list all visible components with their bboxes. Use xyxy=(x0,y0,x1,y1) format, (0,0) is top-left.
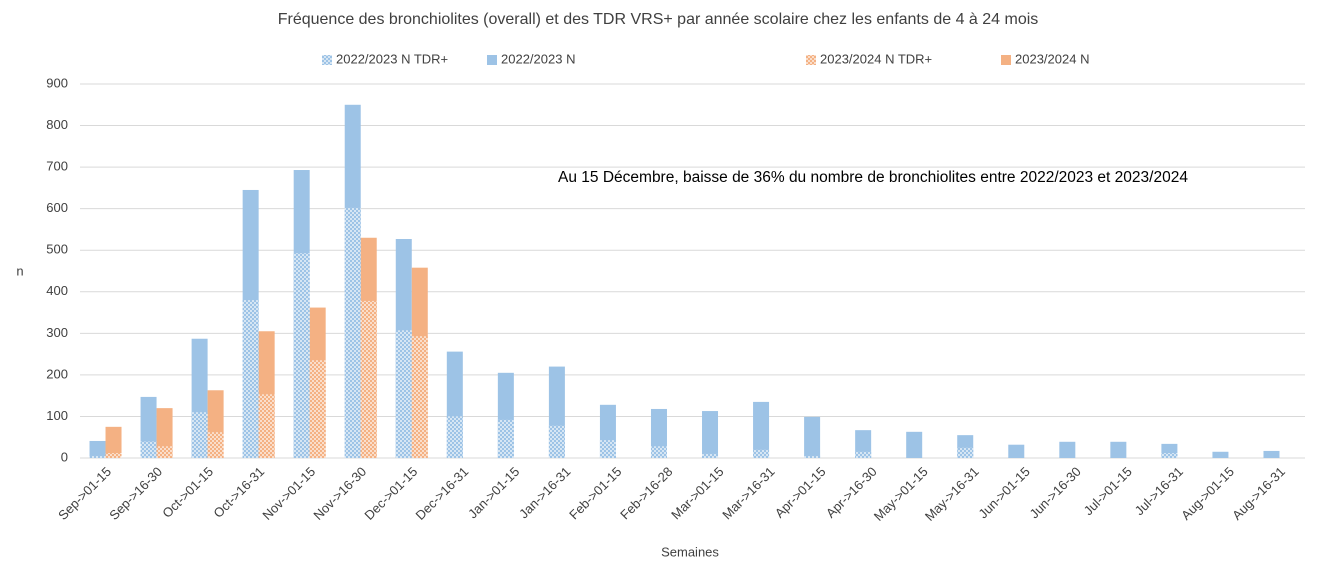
bar xyxy=(650,408,667,458)
x-tick-label: Sep->16-30 xyxy=(106,464,165,523)
legend-swatch xyxy=(487,55,497,65)
y-tick-label: 300 xyxy=(46,325,68,340)
bar xyxy=(156,408,173,458)
x-tick-label: Apr->01-15 xyxy=(772,464,829,521)
x-axis-label: Semaines xyxy=(661,544,719,559)
bar xyxy=(411,336,428,458)
x-tick-label: Jun->16-30 xyxy=(1026,464,1083,521)
bar xyxy=(1008,444,1025,458)
y-tick-label: 200 xyxy=(46,366,68,381)
x-tick-label: Feb->16-28 xyxy=(617,464,675,522)
bar xyxy=(191,412,208,458)
bar xyxy=(344,207,361,458)
bar xyxy=(804,416,821,458)
x-tick-label: Oct->01-15 xyxy=(159,464,216,521)
bar xyxy=(242,300,259,458)
bar xyxy=(207,432,224,458)
x-tick-label: Nov->16-30 xyxy=(310,464,369,523)
x-tick-label: Mar->16-31 xyxy=(719,464,777,522)
bar xyxy=(89,440,106,458)
legend-label: 2023/2024 N xyxy=(1015,51,1089,66)
y-tick-label: 500 xyxy=(46,242,68,257)
x-tick-label: Jan->01-15 xyxy=(465,464,522,521)
y-tick-label: 700 xyxy=(46,159,68,174)
y-tick-label: 900 xyxy=(46,75,68,90)
bar xyxy=(309,360,326,458)
x-tick-label: Jun->01-15 xyxy=(975,464,1032,521)
bar xyxy=(395,330,412,458)
bar xyxy=(855,430,872,458)
bar xyxy=(1161,453,1178,458)
x-tick-label: Aug->16-31 xyxy=(1229,464,1288,523)
y-axis-label: n xyxy=(16,263,23,278)
x-tick-label: May->01-15 xyxy=(871,464,931,524)
bar xyxy=(497,419,514,458)
legend-swatch xyxy=(806,55,816,65)
y-tick-label: 0 xyxy=(61,449,68,464)
bar xyxy=(650,446,667,458)
bar xyxy=(293,253,310,458)
bar xyxy=(855,451,872,458)
x-tick-label: Mar->01-15 xyxy=(668,464,726,522)
bar xyxy=(1212,451,1229,458)
bar xyxy=(89,455,106,458)
bar xyxy=(1110,441,1127,458)
bar xyxy=(753,449,770,458)
x-tick-label: May->16-31 xyxy=(922,464,982,524)
x-tick-label: Nov->01-15 xyxy=(259,464,318,523)
legend-swatch xyxy=(322,55,332,65)
x-tick-label: Aug->01-15 xyxy=(1178,464,1237,523)
legend-label: 2022/2023 N xyxy=(501,51,575,66)
bar xyxy=(140,441,157,458)
y-tick-label: 100 xyxy=(46,408,68,423)
x-tick-label: Jan->16-31 xyxy=(516,464,573,521)
bar xyxy=(258,394,275,458)
bar xyxy=(548,425,565,458)
x-tick-label: Dec->01-15 xyxy=(361,464,420,523)
bar xyxy=(753,401,770,458)
bar xyxy=(1263,450,1280,458)
y-tick-label: 400 xyxy=(46,283,68,298)
legend-label: 2022/2023 N TDR+ xyxy=(336,51,448,66)
chart-title: Fréquence des bronchiolites (overall) et… xyxy=(278,11,1039,28)
y-tick-label: 800 xyxy=(46,117,68,132)
bar xyxy=(105,426,122,458)
bar xyxy=(446,416,463,458)
legend-label: 2023/2024 N TDR+ xyxy=(820,51,932,66)
bar xyxy=(906,431,923,458)
bar xyxy=(599,440,616,458)
bar xyxy=(804,455,821,458)
bar xyxy=(156,446,173,458)
x-tick-label: Jul->16-31 xyxy=(1132,464,1186,518)
bar xyxy=(702,453,719,458)
annotation: Au 15 Décembre, baisse de 36% du nombre … xyxy=(558,169,1188,186)
x-tick-label: Feb->01-15 xyxy=(566,464,624,522)
bar xyxy=(702,411,719,458)
x-tick-label: Dec->16-31 xyxy=(412,464,471,523)
bar xyxy=(105,453,122,458)
x-tick-label: Sep->01-15 xyxy=(55,464,114,523)
y-tick-label: 600 xyxy=(46,200,68,215)
legend-swatch xyxy=(1001,55,1011,65)
x-tick-label: Jul->01-15 xyxy=(1081,464,1135,518)
bar xyxy=(360,300,377,458)
bar xyxy=(1059,441,1076,458)
bar xyxy=(957,447,974,458)
